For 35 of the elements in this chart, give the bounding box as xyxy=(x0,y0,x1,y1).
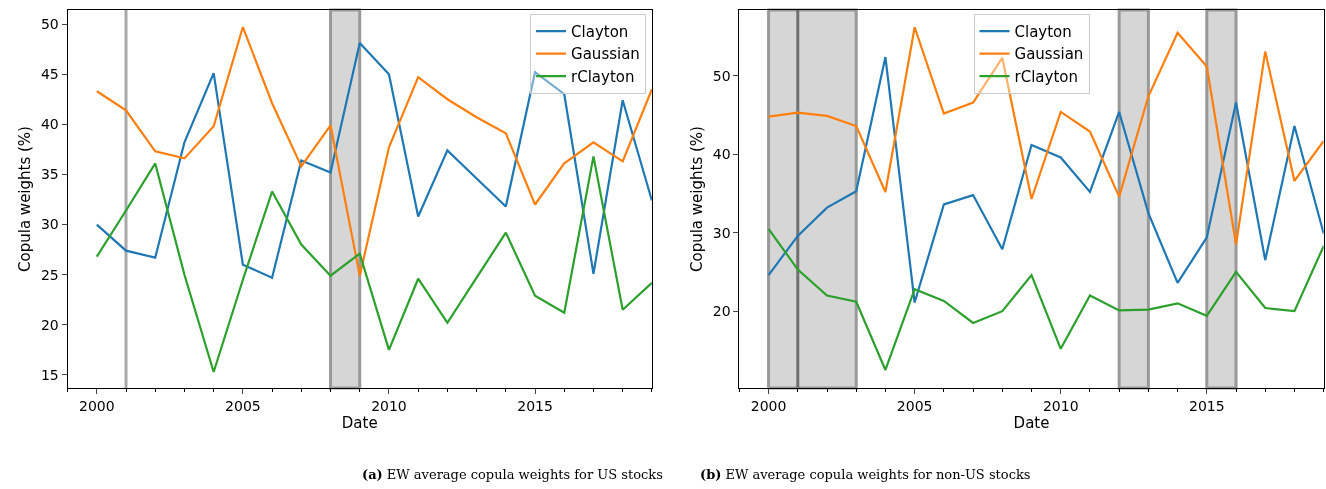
y-axis-title: Copula weights (%) xyxy=(687,126,706,272)
y-tick-label: 25 xyxy=(40,266,59,283)
y-tick-label: 30 xyxy=(712,224,731,241)
y-tick-label: 50 xyxy=(712,67,731,84)
text: (b) EW average copula weights for non-US stocks xyxy=(700,467,1031,482)
x-tick-label: 2005 xyxy=(225,397,261,414)
line-series xyxy=(767,26,1324,246)
x-tick-label: 2000 xyxy=(750,397,787,414)
y-axis-title: Copula weights (%) xyxy=(16,126,35,272)
y-tick-label: 20 xyxy=(40,316,59,333)
y-tick-label: 20 xyxy=(712,303,731,320)
x-tick-label: 2015 xyxy=(1188,397,1225,414)
x-axis-title: Date xyxy=(1013,413,1050,432)
line-series xyxy=(767,227,1324,372)
text: (a) EW average copula weights for US stocks xyxy=(362,467,663,482)
x-tick-label: 2015 xyxy=(517,397,553,414)
line-series xyxy=(95,155,652,374)
y-tick-label: 50 xyxy=(40,15,59,32)
legend-label: rClayton xyxy=(571,67,635,86)
legend-label: Clayton xyxy=(571,22,629,41)
x-tick-label: 2000 xyxy=(78,397,115,414)
legend-label: Gaussian xyxy=(1014,45,1084,64)
legend-label: Gaussian xyxy=(571,45,640,64)
x-tick-label: 2005 xyxy=(896,397,933,414)
y-tick-label: 40 xyxy=(712,146,731,163)
legend-label: Clayton xyxy=(1014,22,1072,41)
x-tick-label: 2010 xyxy=(1042,397,1079,414)
y-tick-label: 40 xyxy=(40,116,59,133)
y-tick-label: 45 xyxy=(40,66,59,83)
y-tick-label: 15 xyxy=(40,366,59,383)
legend-label: rClayton xyxy=(1014,67,1078,86)
y-tick-label: 35 xyxy=(40,166,59,183)
y-tick-label: 30 xyxy=(40,216,59,233)
x-tick-label: 2010 xyxy=(371,397,407,414)
x-axis-title: Date xyxy=(341,413,378,432)
